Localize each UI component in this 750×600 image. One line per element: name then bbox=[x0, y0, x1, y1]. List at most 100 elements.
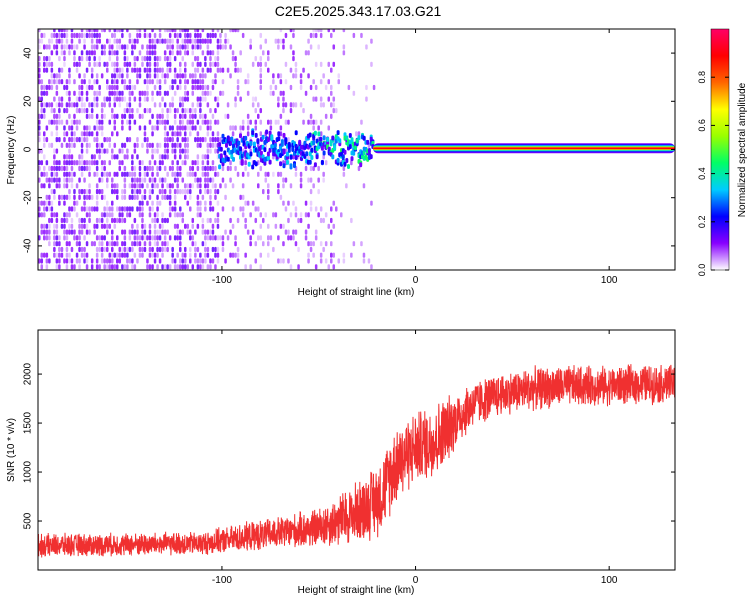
heatmap-cell bbox=[65, 246, 69, 253]
heatmap-cell bbox=[111, 241, 114, 247]
heatmap-cell bbox=[168, 61, 172, 67]
heatmap-cell bbox=[340, 212, 343, 218]
heatmap-cell bbox=[211, 165, 215, 172]
heatmap-cell bbox=[78, 61, 81, 67]
heatmap-cell bbox=[319, 61, 323, 67]
heatmap-cell bbox=[186, 264, 190, 270]
heatmap-cell bbox=[43, 200, 46, 206]
heatmap-cell bbox=[65, 32, 69, 39]
heatmap-cell bbox=[126, 258, 129, 264]
heatmap-cell bbox=[106, 96, 109, 102]
x-tick-label: -100 bbox=[212, 275, 232, 286]
heatmap-cell bbox=[45, 258, 49, 264]
heatmap-cell bbox=[204, 171, 207, 177]
heatmap-cell bbox=[179, 73, 182, 79]
heatmap-cell bbox=[53, 252, 56, 258]
heatmap-cell bbox=[158, 142, 162, 148]
heatmap-cell bbox=[148, 206, 152, 212]
heatmap-cell bbox=[106, 212, 109, 218]
heatmap-cell bbox=[45, 102, 49, 108]
heatmap-cell bbox=[58, 119, 61, 125]
heatmap-cell bbox=[153, 67, 157, 73]
heatmap-cell bbox=[173, 223, 177, 229]
heatmap-cell bbox=[53, 171, 56, 177]
heatmap-cell bbox=[38, 44, 41, 50]
heatmap-cell bbox=[83, 38, 86, 44]
heatmap-cell bbox=[143, 177, 147, 183]
heatmap-cell bbox=[50, 217, 54, 224]
heatmap-cell bbox=[179, 113, 182, 119]
heatmap-cell bbox=[70, 177, 74, 183]
heatmap-cell bbox=[204, 258, 207, 264]
heatmap-cell bbox=[80, 56, 84, 62]
heatmap-cell bbox=[181, 96, 185, 102]
heatmap-cell bbox=[68, 79, 71, 85]
heatmap-cell bbox=[118, 246, 122, 253]
heatmap-cell bbox=[73, 264, 76, 270]
heatmap-cell bbox=[143, 229, 147, 235]
heatmap-cell bbox=[206, 90, 210, 96]
heatmap-cell bbox=[272, 246, 275, 253]
heatmap-cell bbox=[121, 96, 124, 102]
heatmap-cell bbox=[60, 96, 64, 102]
heatmap-cell bbox=[274, 38, 278, 44]
heatmap-cell bbox=[90, 38, 94, 44]
heatmap-cell bbox=[100, 160, 104, 166]
heatmap-cell bbox=[113, 142, 117, 148]
heatmap-cell bbox=[176, 171, 179, 177]
heatmap-cell bbox=[365, 84, 368, 91]
heatmap-cell bbox=[95, 131, 99, 137]
heatmap-cell bbox=[98, 148, 101, 154]
heatmap-cell bbox=[289, 154, 293, 160]
heatmap-cell bbox=[229, 229, 232, 235]
heatmap-cell bbox=[146, 108, 149, 114]
snr-line bbox=[38, 364, 675, 558]
heatmap-cell bbox=[163, 165, 167, 172]
heatmap-cell bbox=[121, 148, 124, 154]
heatmap-cell bbox=[199, 61, 202, 67]
heatmap-cell bbox=[50, 119, 54, 125]
heatmap-cell bbox=[83, 217, 86, 224]
spectrogram-y-label: Frequency (Hz) bbox=[6, 116, 17, 185]
heatmap-cell bbox=[106, 148, 109, 154]
heatmap-cell bbox=[231, 183, 235, 189]
heatmap-cell bbox=[249, 212, 252, 218]
heatmap-cell bbox=[171, 96, 174, 102]
heatmap-cell bbox=[121, 212, 124, 218]
heatmap-cell bbox=[103, 96, 106, 102]
heatmap-cell bbox=[43, 131, 46, 137]
heatmap-cell bbox=[50, 171, 54, 177]
heatmap-cell bbox=[216, 212, 220, 218]
heatmap-cell bbox=[189, 194, 192, 200]
heatmap-cell bbox=[312, 165, 315, 172]
heatmap-cell bbox=[176, 223, 179, 229]
heatmap-cell bbox=[45, 252, 49, 258]
heatmap-cell bbox=[141, 142, 144, 148]
heatmap-cell bbox=[211, 258, 215, 264]
heatmap-cell bbox=[191, 108, 195, 114]
heatmap-cell bbox=[156, 113, 159, 119]
heatmap-cell bbox=[282, 200, 285, 206]
heatmap-cell bbox=[330, 67, 333, 73]
heatmap-cell bbox=[219, 235, 222, 241]
heatmap-cell bbox=[332, 29, 336, 33]
heatmap-cell bbox=[299, 84, 303, 91]
heatmap-cell bbox=[158, 79, 162, 85]
heatmap-cell bbox=[173, 131, 177, 137]
heatmap-cell bbox=[103, 102, 106, 108]
heatmap-cell bbox=[342, 171, 346, 177]
heatmap-cell bbox=[209, 90, 212, 96]
heatmap-cell bbox=[113, 32, 117, 39]
heatmap-cell bbox=[330, 84, 333, 91]
heatmap-cell bbox=[151, 235, 154, 241]
heatmap-cell bbox=[138, 235, 142, 241]
heatmap-cell bbox=[153, 217, 157, 224]
heatmap-cell bbox=[128, 229, 132, 235]
heatmap-cell bbox=[241, 206, 245, 212]
heatmap-cell bbox=[332, 102, 336, 108]
heatmap-cell bbox=[93, 229, 96, 235]
heatmap-cell bbox=[234, 61, 237, 67]
heatmap-cell bbox=[206, 44, 210, 50]
heatmap-cell bbox=[95, 148, 99, 154]
heatmap-cell bbox=[161, 183, 164, 189]
